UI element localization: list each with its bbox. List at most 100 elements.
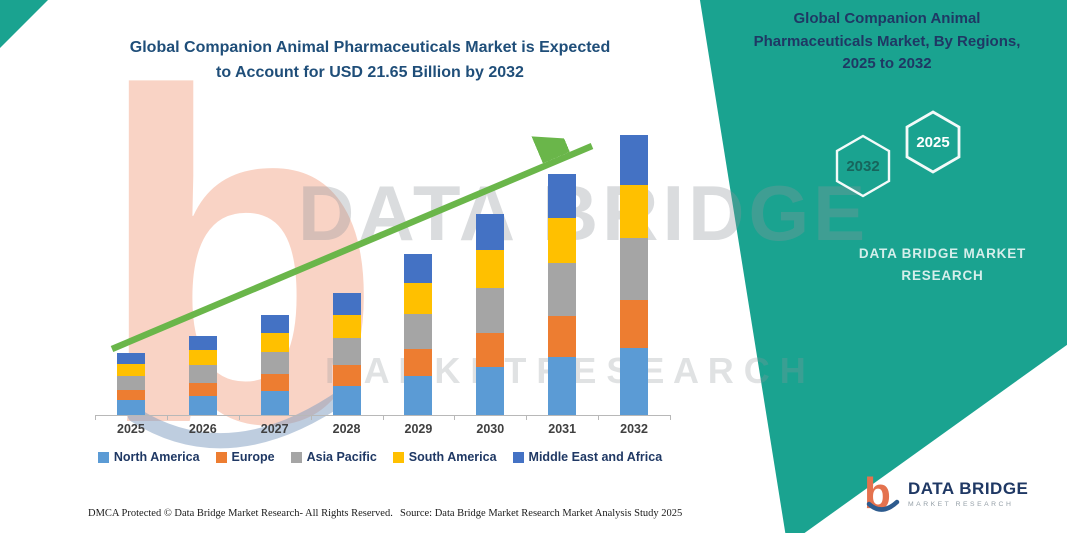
axis-tick (670, 416, 671, 420)
x-label-2028: 2028 (332, 422, 361, 436)
x-label-2027: 2027 (260, 422, 289, 436)
segment-asia-pacific-2029 (404, 313, 433, 350)
legend-swatch-icon (290, 451, 302, 463)
segment-north-america-2025 (116, 400, 145, 415)
dbmr-logo-text: DATA BRIDGE MARKET RESEARCH (908, 479, 1029, 508)
dbmr-logo: b DATA BRIDGE MARKET RESEARCH (862, 472, 1028, 516)
x-label-2032: 2032 (620, 422, 648, 436)
segment-asia-pacific-2031 (548, 263, 577, 317)
dbmr-logo-icon: b (864, 472, 900, 516)
panel-brand-line2: RESEARCH (901, 267, 984, 283)
segment-asia-pacific-2025 (116, 375, 145, 390)
chart-title: Global Companion Animal Pharmaceuticals … (110, 36, 630, 86)
right-heading-line1: Global Companion Animal (793, 10, 981, 27)
bar-2030 (476, 214, 505, 415)
segment-asia-pacific-2027 (260, 352, 289, 374)
bar-2025 (116, 352, 145, 415)
axis-tick (454, 416, 456, 420)
segment-north-america-2026 (188, 396, 217, 415)
chart-title-line2: to Account for USD 21.65 Billion by 2032 (216, 63, 524, 81)
source-note: Source: Data Bridge Market Research Mark… (400, 508, 683, 519)
segment-north-america-2030 (476, 366, 505, 415)
legend-label: South America (408, 450, 497, 464)
segment-asia-pacific-2026 (188, 365, 217, 383)
axis-tick (526, 416, 528, 420)
axis-tick (95, 416, 96, 420)
segment-north-america-2031 (548, 357, 577, 415)
legend-swatch-icon (97, 451, 109, 463)
segment-south-america-2032 (620, 185, 649, 239)
legend-swatch-icon (215, 451, 227, 463)
segment-middle-east-and-africa-2030 (476, 214, 505, 251)
x-axis-line (95, 415, 671, 416)
segment-asia-pacific-2030 (476, 288, 505, 333)
segment-middle-east-and-africa-2025 (116, 352, 145, 365)
legend-item-asia-pacific: Asia Pacific (290, 450, 377, 464)
legend-swatch-icon (512, 451, 524, 463)
chart-title-line1: Global Companion Animal Pharmaceuticals … (129, 39, 611, 56)
segment-europe-2027 (260, 374, 289, 391)
bar-2031 (548, 174, 577, 415)
segment-south-america-2026 (188, 350, 217, 366)
axis-tick (310, 416, 312, 420)
segment-north-america-2032 (620, 347, 649, 415)
panel-brand-line1: DATA BRIDGE MARKET (858, 246, 1027, 261)
x-label-2029: 2029 (404, 422, 433, 436)
axis-tick (382, 416, 384, 420)
legend-label: Europe (231, 450, 275, 464)
segment-asia-pacific-2032 (620, 238, 649, 300)
segment-europe-2026 (188, 382, 217, 397)
legend-label: North America (113, 450, 200, 464)
segment-europe-2028 (332, 365, 361, 386)
x-label-2025: 2025 (117, 422, 145, 436)
segment-middle-east-and-africa-2029 (404, 254, 433, 284)
chart-legend: North America Europe Asia Pacific South Ame… (85, 450, 675, 464)
hexagon-2025-icon (905, 110, 961, 174)
segment-north-america-2029 (404, 376, 433, 415)
segment-middle-east-and-africa-2032 (620, 134, 649, 186)
segment-north-america-2027 (260, 391, 289, 415)
segment-south-america-2027 (260, 333, 289, 353)
hexagon-2032-icon (835, 134, 891, 198)
segment-middle-east-and-africa-2027 (260, 315, 289, 334)
axis-tick (166, 416, 168, 420)
year-hexagons: 2032 2025 (835, 110, 961, 198)
axis-tick (238, 416, 240, 420)
x-axis-labels: 2025 2026 2027 2028 2029 2030 2031 2032 (95, 422, 670, 438)
legend-label: Asia Pacific (306, 450, 377, 464)
axis-tick (598, 416, 600, 420)
bar-2028 (332, 293, 361, 415)
segment-north-america-2028 (332, 385, 361, 415)
legend-item-middle-east-and-africa: Middle East and Africa (512, 450, 662, 464)
legend-item-south-america: South America (392, 450, 497, 464)
segment-europe-2029 (404, 349, 433, 377)
legend-item-europe: Europe (215, 450, 275, 464)
hexagon-2032-label: 2032 (846, 158, 879, 175)
segment-asia-pacific-2028 (332, 338, 361, 366)
legend-swatch-icon (392, 451, 404, 463)
plot-area (95, 130, 670, 415)
watermark-swoosh-icon (127, 387, 353, 449)
hexagon-2025-label: 2025 (916, 134, 949, 151)
segment-middle-east-and-africa-2031 (548, 174, 577, 218)
dbmr-logo-sub: MARKET RESEARCH (908, 500, 1014, 508)
bar-2032 (620, 134, 649, 415)
right-panel-heading: Global Companion Animal Pharmaceuticals … (732, 8, 1042, 76)
bar-2027 (260, 315, 289, 415)
panel-brand-text: DATA BRIDGE MARKET RESEARCH (845, 243, 1040, 286)
dbmr-logo-name: DATA BRIDGE (908, 479, 1029, 499)
right-heading-line2: Pharmaceuticals Market, By Regions, (753, 32, 1021, 50)
segment-south-america-2030 (476, 250, 505, 289)
segment-south-america-2031 (548, 217, 577, 264)
x-label-2030: 2030 (476, 422, 505, 436)
segment-middle-east-and-africa-2028 (332, 293, 361, 316)
segment-europe-2031 (548, 316, 577, 358)
segment-europe-2032 (620, 299, 649, 348)
dmca-notice: DMCA Protected © Data Bridge Market Rese… (88, 508, 393, 519)
segment-south-america-2025 (116, 364, 145, 376)
segment-europe-2025 (116, 389, 145, 401)
bar-2029 (404, 254, 433, 415)
legend-item-north-america: North America (97, 450, 200, 464)
right-heading-line3: 2025 to 2032 (842, 55, 932, 72)
